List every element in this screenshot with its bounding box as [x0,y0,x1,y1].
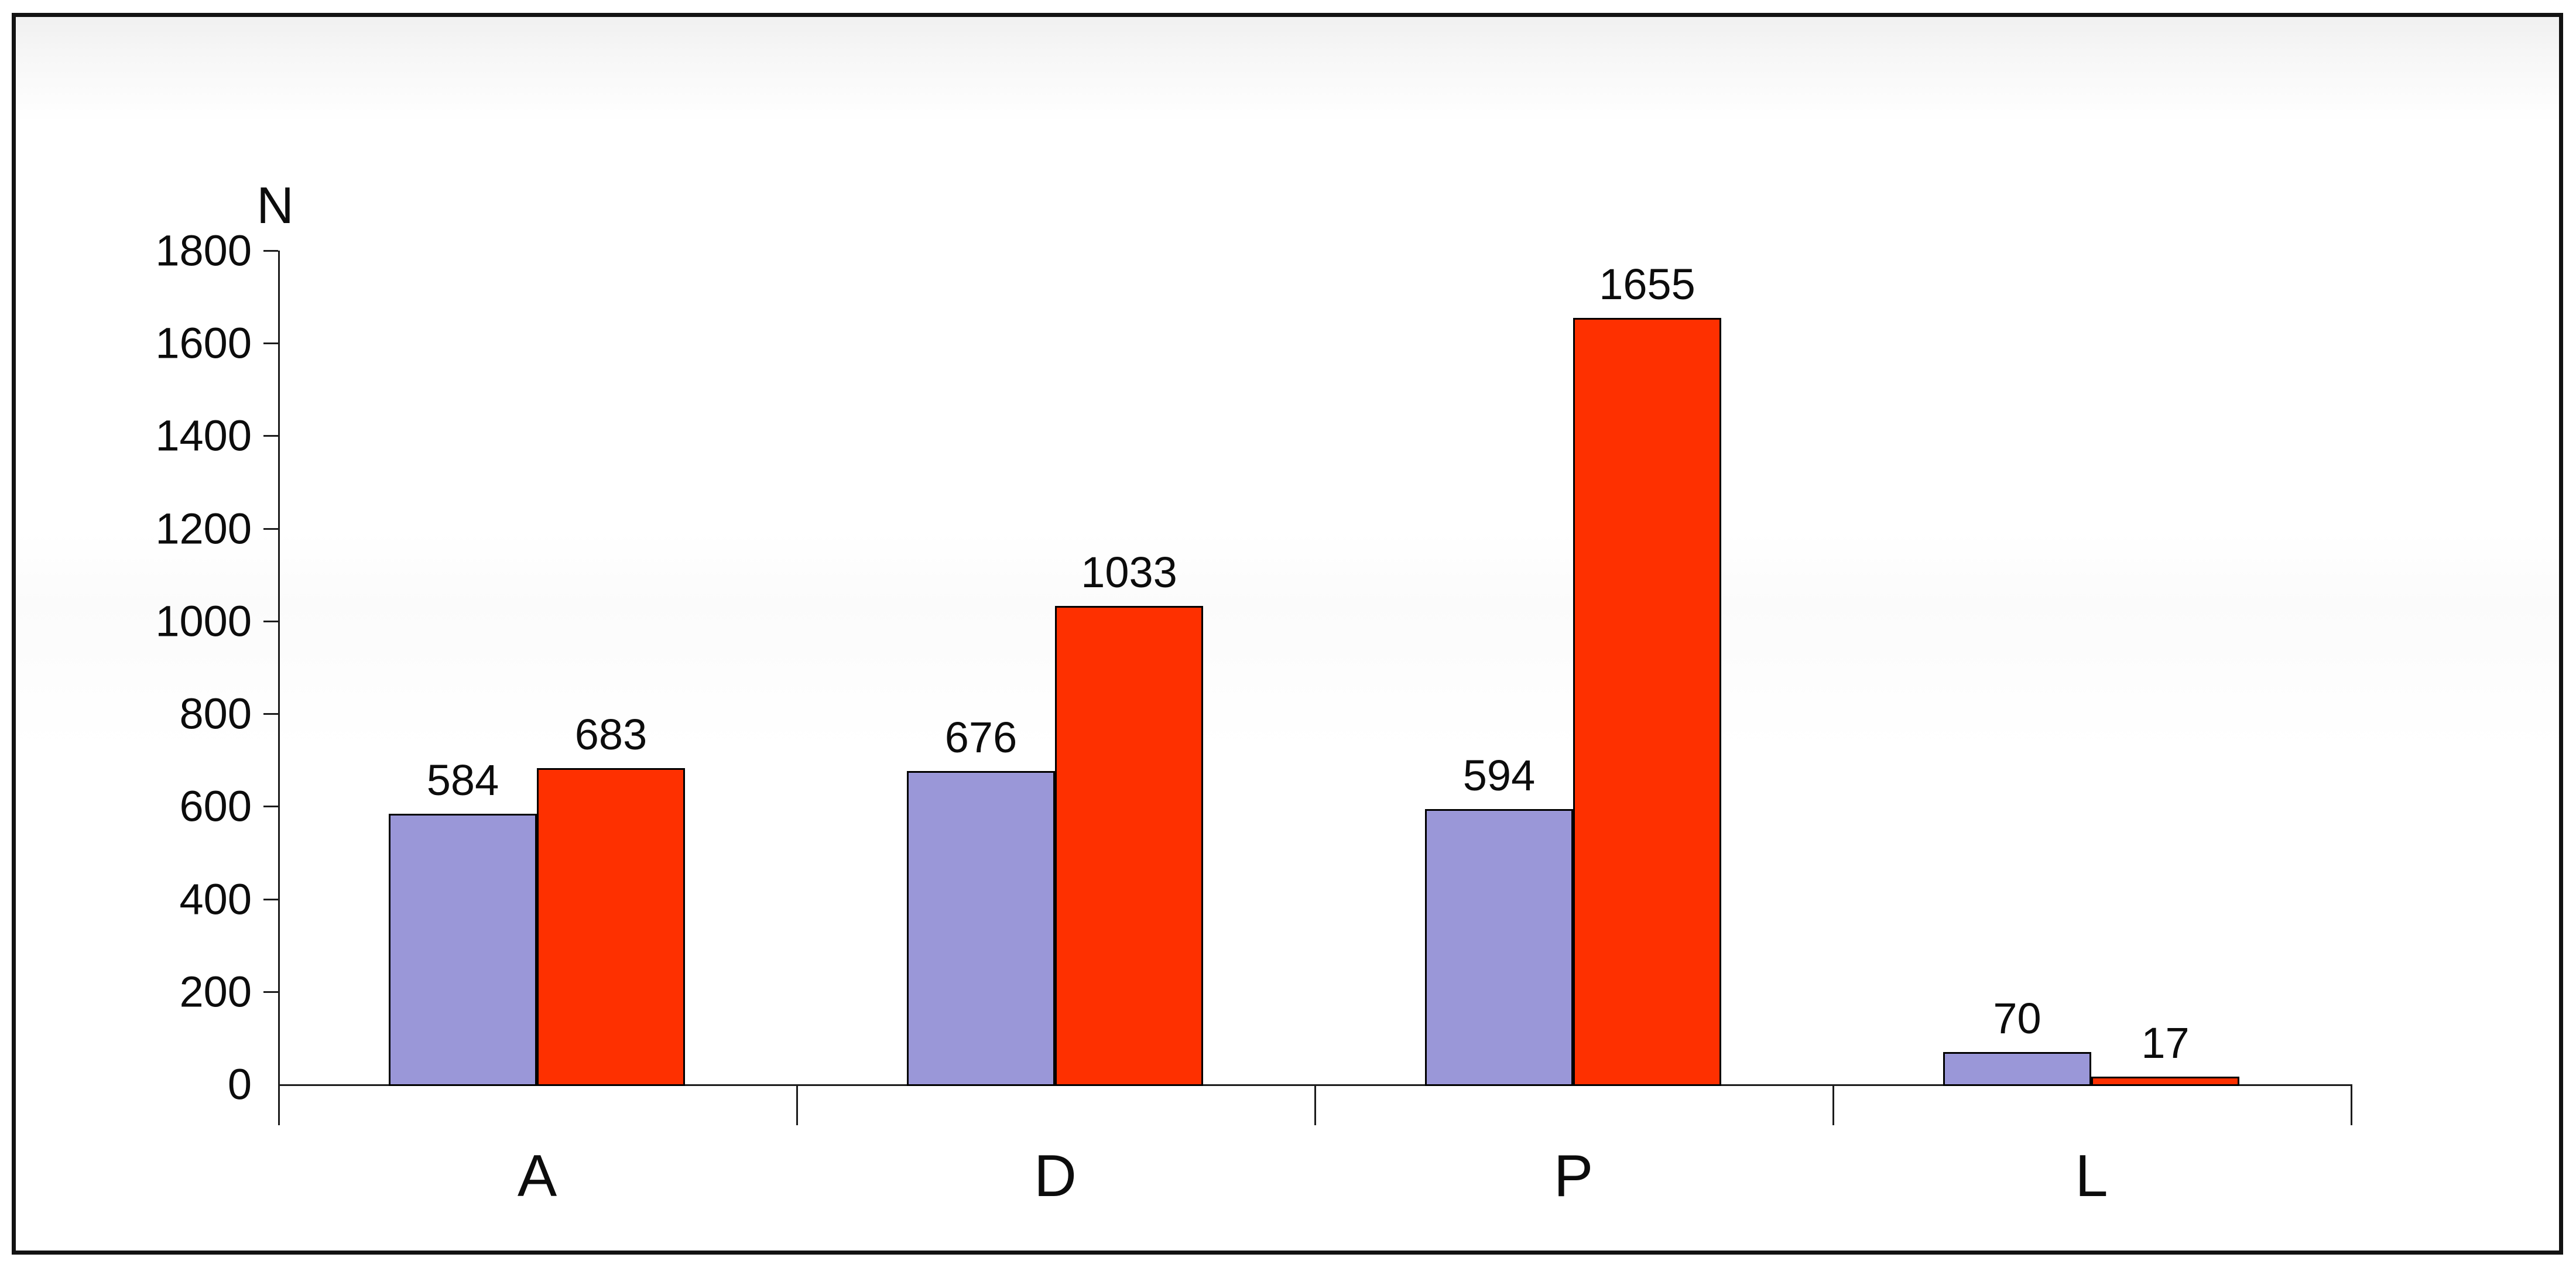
y-tick-label-1000: 1000 [155,597,252,646]
y-axis-title: N [256,176,294,234]
x-axis-tick-2 [1314,1084,1316,1125]
y-tick-mark-1000 [263,620,278,622]
y-tick-label-800: 800 [179,689,252,738]
x-axis-tick-1 [796,1084,798,1125]
y-tick-mark-400 [263,898,278,900]
bar-red-P [1573,318,1721,1086]
bar-purple-L [1943,1052,2091,1086]
value-label-purple-L: 70 [1993,994,2041,1043]
y-tick-mark-1800 [263,250,278,252]
category-label-D: D [1034,1143,1077,1209]
y-tick-label-1400: 1400 [155,411,252,460]
x-axis-tick-0 [278,1084,280,1125]
y-tick-label-1800: 1800 [155,226,252,275]
value-label-purple-P: 594 [1462,751,1536,800]
x-axis-tick-4 [2351,1084,2352,1125]
bar-red-D [1055,606,1203,1086]
value-label-red-D: 1033 [1081,548,1177,597]
value-label-red-L: 17 [2141,1019,2190,1067]
y-tick-mark-200 [263,991,278,993]
y-tick-mark-1600 [263,342,278,345]
bar-purple-D [907,771,1055,1086]
y-tick-label-1600: 1600 [155,318,252,368]
bar-red-L [2091,1077,2239,1086]
value-label-purple-A: 584 [426,756,499,804]
bar-purple-P [1425,809,1573,1086]
y-tick-label-1200: 1200 [155,504,252,553]
category-label-P: P [1553,1143,1594,1209]
bar-chart-plot-area: N 0 200 400 600 800 1000 1200 1400 1600 1800 584 68… [16,17,2559,1251]
category-label-A: A [517,1143,557,1209]
y-tick-label-200: 200 [179,967,252,1016]
category-label-L: L [2075,1143,2108,1209]
y-tick-label-0: 0 [227,1060,252,1109]
value-label-red-A: 683 [574,710,648,759]
bar-purple-A [389,814,537,1086]
y-tick-mark-1400 [263,435,278,437]
y-tick-label-600: 600 [179,782,252,831]
y-tick-mark-600 [263,806,278,808]
y-tick-mark-800 [263,713,278,715]
bar-red-A [537,768,685,1086]
value-label-red-P: 1655 [1599,260,1695,309]
y-tick-label-400: 400 [179,875,252,924]
chart-frame-border: N 0 200 400 600 800 1000 1200 1400 1600 1800 584 68… [12,13,2563,1255]
y-tick-mark-1200 [263,527,278,530]
x-axis-tick-3 [1832,1084,1834,1125]
value-label-purple-D: 676 [944,713,1018,762]
y-axis-line [278,251,280,1086]
